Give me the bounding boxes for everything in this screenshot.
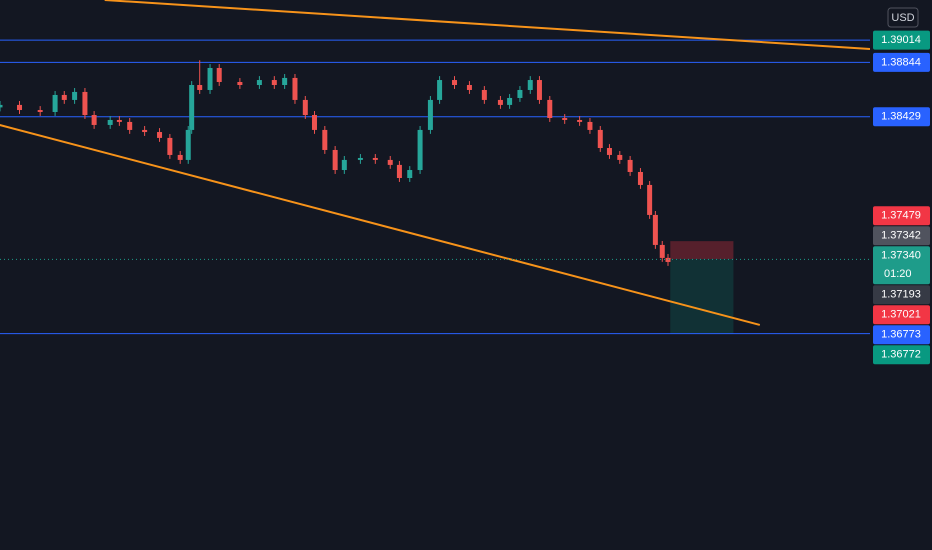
- candle-body: [587, 121, 593, 130]
- candle-body: [597, 129, 603, 149]
- candle-body: [577, 119, 583, 122]
- candle-body: [517, 89, 523, 98]
- position-stop-zone: [670, 241, 734, 260]
- candle-body: [177, 154, 183, 160]
- candle-body: [617, 154, 623, 160]
- price-tag: [873, 345, 930, 365]
- candle-body: [481, 89, 487, 100]
- candle-body: [167, 137, 173, 155]
- candle-body: [536, 80, 542, 100]
- axis: 1.39014 1.38844 1.38429 1.37479 1.37342 1.373…: [873, 7, 930, 365]
- plot: [0, 0, 870, 335]
- price-tag: [873, 285, 930, 305]
- candle-body: [61, 94, 67, 100]
- price-tag: [873, 305, 930, 325]
- candle-body: [417, 129, 423, 171]
- price-tag-label: 1.36773: [881, 329, 921, 341]
- price-tag: [873, 246, 930, 285]
- candle-body: [637, 171, 643, 185]
- candle-body: [17, 104, 23, 111]
- price-tag: [873, 325, 930, 345]
- candle-body: [427, 99, 433, 130]
- price-tag-label: 1.36772: [881, 349, 921, 361]
- candle-body: [452, 80, 458, 86]
- candle-body: [302, 99, 308, 116]
- candle-body: [437, 80, 443, 100]
- price-tag: [873, 30, 930, 50]
- candle-body: [185, 129, 191, 160]
- candle-body: [396, 164, 402, 179]
- candle-body: [627, 159, 633, 172]
- currency-box: [887, 7, 919, 28]
- trend-line: [0, 124, 761, 326]
- currency-label: USD: [891, 12, 914, 24]
- candle-body: [497, 99, 503, 105]
- countdown-label: 01:20: [884, 268, 912, 280]
- candle-body: [37, 110, 43, 112]
- candle-body: [189, 85, 195, 130]
- candle-body: [127, 121, 133, 130]
- candle-body: [271, 80, 277, 86]
- price-tag: [873, 226, 930, 246]
- trend-line: [104, 0, 870, 50]
- candle-body: [407, 170, 413, 179]
- candle-body: [311, 115, 317, 130]
- price-tag-label: 1.37021: [881, 309, 921, 321]
- candle-body: [207, 67, 213, 90]
- price-tag-label: 1.37340: [881, 250, 921, 262]
- candle-body: [107, 119, 113, 125]
- candle-body: [292, 77, 298, 100]
- candle-body: [387, 159, 393, 165]
- candle-body: [322, 129, 328, 150]
- price-tag-label: 1.37342: [881, 230, 921, 242]
- candle-body: [547, 99, 553, 119]
- price-tag: [873, 52, 930, 72]
- position-target-zone: [670, 259, 734, 334]
- candle-body: [466, 85, 472, 90]
- candle-body: [647, 184, 653, 215]
- candle-body: [372, 157, 378, 160]
- candle-body: [341, 159, 347, 171]
- candle-body: [652, 214, 658, 245]
- candle-body: [72, 91, 78, 100]
- candle-body: [256, 80, 262, 86]
- candle-body: [507, 97, 513, 105]
- candle-body: [142, 129, 148, 133]
- candle-body: [659, 244, 665, 258]
- candle-body: [527, 80, 533, 90]
- candle-body: [0, 104, 3, 108]
- candle-body: [282, 77, 288, 86]
- price-tag: [873, 107, 930, 127]
- price-tag-label: 1.37479: [881, 210, 921, 222]
- candle-body: [116, 119, 122, 122]
- candle-body: [237, 81, 243, 86]
- candle-body: [197, 85, 203, 90]
- candle-body: [606, 148, 612, 155]
- candle-body: [157, 132, 163, 138]
- candle-body: [91, 115, 97, 125]
- price-tag-label: 1.38429: [881, 111, 921, 123]
- candle-body: [332, 149, 338, 171]
- candle-body: [216, 67, 222, 82]
- candle-body: [562, 118, 568, 120]
- candle-body: [665, 257, 671, 262]
- candle-body: [357, 157, 363, 160]
- price-tag-label: 1.39014: [881, 34, 921, 46]
- price-tag-label: 1.38844: [881, 56, 921, 68]
- candle-body: [82, 91, 88, 116]
- price-tag: [873, 206, 930, 226]
- candle-body: [52, 94, 58, 112]
- price-tag-label: 1.37193: [881, 289, 921, 301]
